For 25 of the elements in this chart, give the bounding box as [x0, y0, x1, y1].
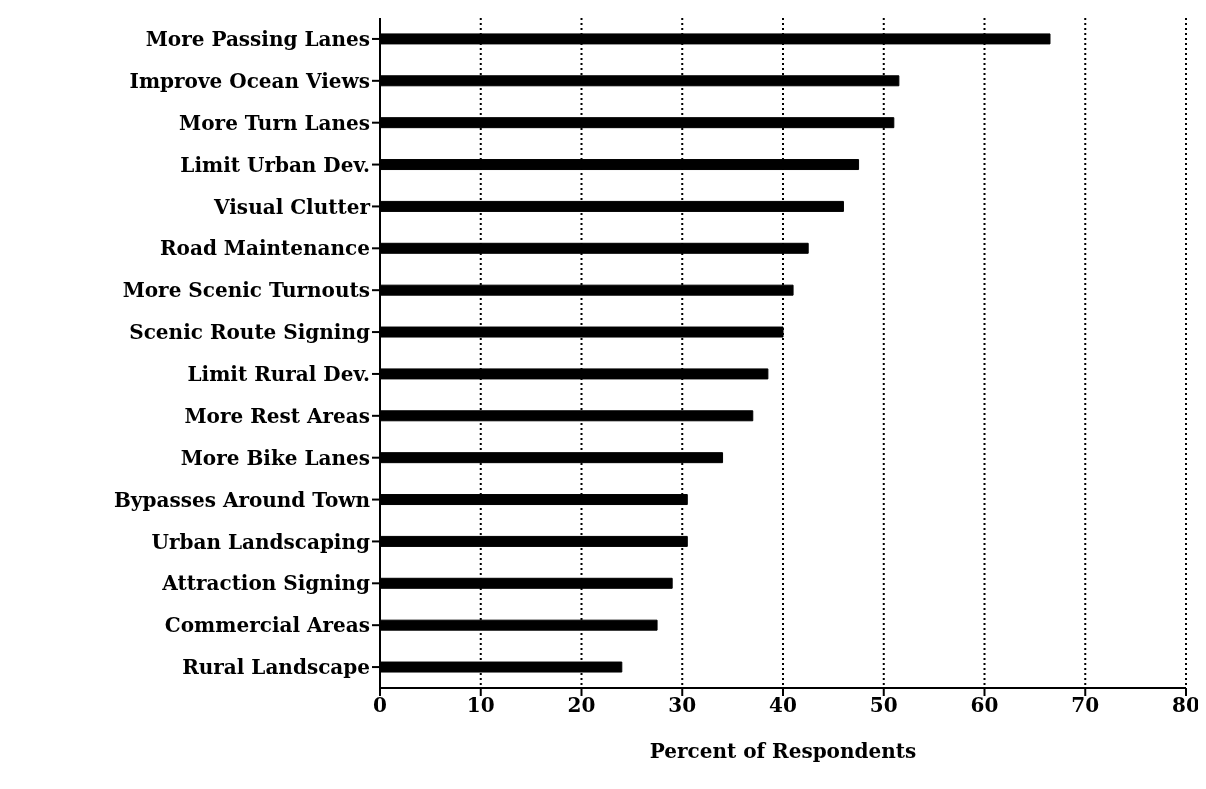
y-tick-label: Urban Landscaping: [151, 529, 371, 554]
y-tick-label: More Scenic Turnouts: [122, 278, 370, 303]
x-tick-label: 20: [567, 693, 596, 718]
x-tick-label: 30: [668, 693, 697, 718]
y-tick-label: More Passing Lanes: [145, 27, 370, 52]
y-tick-label: More Rest Areas: [184, 403, 370, 428]
y-tick-label: More Bike Lanes: [180, 445, 370, 470]
y-tick-label: Improve Ocean Views: [129, 68, 370, 93]
x-tick-label: 10: [466, 693, 495, 718]
y-tick-label: Attraction Signing: [161, 571, 371, 596]
y-tick-label: Rural Landscape: [182, 655, 370, 680]
y-tick-label: Visual Clutter: [213, 194, 371, 219]
x-axis-title: Percent of Respondents: [649, 739, 917, 763]
x-tick-label: 70: [1071, 693, 1100, 718]
y-tick-label: Bypasses Around Town: [113, 487, 371, 512]
y-tick-label: Commercial Areas: [164, 613, 370, 638]
x-tick-label: 50: [869, 693, 898, 718]
x-tick-label: 60: [970, 693, 999, 718]
x-tick-label: 0: [373, 693, 387, 718]
y-tick-label: Limit Rural Dev.: [187, 362, 370, 387]
y-tick-label: More Turn Lanes: [179, 110, 370, 135]
y-tick-label: Limit Urban Dev.: [180, 152, 370, 177]
y-tick-label: Road Maintenance: [159, 236, 370, 261]
x-tick-label: 40: [769, 693, 797, 718]
y-tick-label: Scenic Route Signing: [129, 320, 371, 345]
